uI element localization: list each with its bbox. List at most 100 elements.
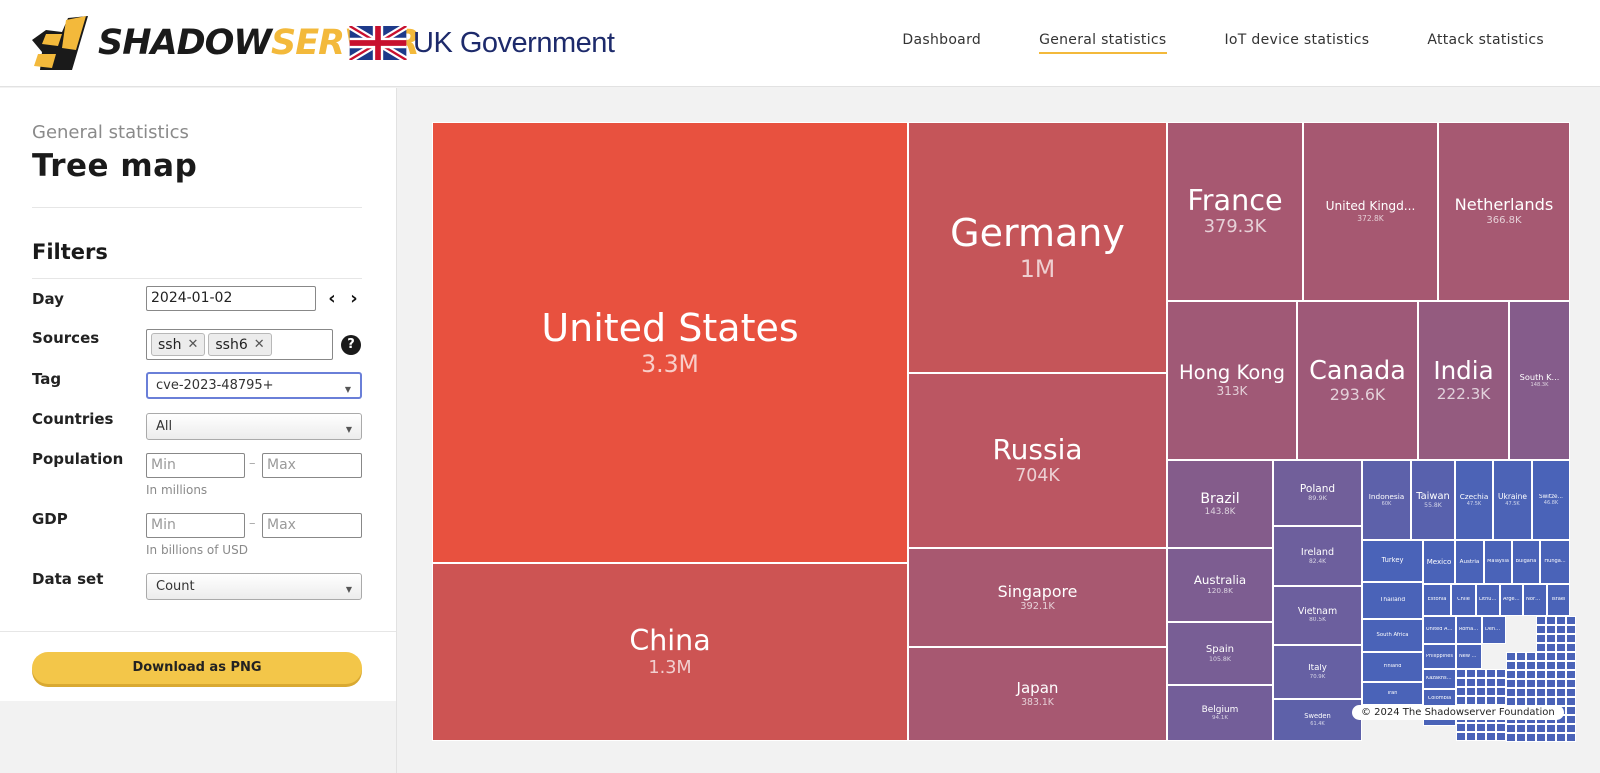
treemap-cell[interactable]: Czechia 47.5K <box>1455 460 1493 540</box>
treemap-cell[interactable]: United States 3.3M <box>432 122 908 563</box>
treemap-cell[interactable]: Russia 704K <box>908 373 1167 548</box>
treemap-cell[interactable]: Australia 120.8K <box>1167 548 1273 622</box>
treemap-cell[interactable]: Indonesia 60K <box>1362 460 1411 540</box>
treemap-small-cell[interactable] <box>1546 724 1556 733</box>
treemap-small-cell[interactable] <box>1486 732 1496 741</box>
treemap-small-cell[interactable] <box>1546 634 1556 643</box>
treemap-small-cell[interactable] <box>1556 724 1566 733</box>
treemap-small-cell[interactable] <box>1506 661 1516 670</box>
treemap-small-cell[interactable] <box>1546 625 1556 634</box>
treemap-small-cell[interactable] <box>1516 733 1526 742</box>
treemap-cell[interactable]: Singapore 392.1K <box>908 548 1167 647</box>
treemap-small-cell[interactable] <box>1536 670 1546 679</box>
treemap-small-cell[interactable] <box>1506 679 1516 688</box>
treemap-small-cell[interactable] <box>1536 652 1546 661</box>
treemap-small-cell[interactable] <box>1476 723 1486 732</box>
treemap-cell[interactable]: Estonia <box>1423 584 1451 616</box>
treemap-small-cell[interactable] <box>1466 732 1476 741</box>
treemap-small-cell[interactable] <box>1556 616 1566 625</box>
countries-select[interactable]: All ▼ <box>146 413 362 440</box>
dataset-select[interactable]: Count ▼ <box>146 573 362 600</box>
treemap-small-cell[interactable] <box>1566 661 1576 670</box>
treemap-small-cell[interactable] <box>1496 696 1506 705</box>
treemap-cell[interactable]: Poland 89.9K <box>1273 460 1362 526</box>
treemap-cell[interactable]: Brazil 143.8K <box>1167 460 1273 548</box>
treemap-small-cell[interactable] <box>1566 724 1576 733</box>
treemap-small-cell[interactable] <box>1536 643 1546 652</box>
treemap-cell[interactable]: Iran <box>1362 682 1423 705</box>
treemap-small-cell[interactable] <box>1566 670 1576 679</box>
treemap-small-cell[interactable] <box>1546 661 1556 670</box>
treemap-cell[interactable]: Chile <box>1451 584 1476 616</box>
treemap-small-cell[interactable] <box>1566 616 1576 625</box>
treemap-small-cell[interactable] <box>1536 616 1546 625</box>
treemap-cell[interactable]: Denmark <box>1482 616 1506 644</box>
treemap-cell[interactable]: United Kingd... 372.8K <box>1303 122 1438 301</box>
treemap-small-cell[interactable] <box>1466 723 1476 732</box>
treemap-small-cell[interactable] <box>1556 670 1566 679</box>
treemap-cell[interactable]: China 1.3M <box>432 563 908 741</box>
treemap-cell[interactable]: Bulgaria <box>1512 540 1540 584</box>
treemap-cell[interactable]: New Zealand <box>1456 644 1482 669</box>
treemap-small-cell[interactable] <box>1566 625 1576 634</box>
treemap-cell[interactable]: Philippines <box>1423 644 1456 669</box>
treemap-small-cell[interactable] <box>1556 652 1566 661</box>
treemap-small-cell[interactable] <box>1506 652 1516 661</box>
treemap-small-cell[interactable] <box>1486 678 1496 687</box>
help-icon[interactable]: ? <box>341 335 361 355</box>
treemap-small-cell[interactable] <box>1566 733 1576 742</box>
treemap-small-cell[interactable] <box>1556 733 1566 742</box>
treemap-small-cell[interactable] <box>1546 688 1556 697</box>
treemap-small-cell[interactable] <box>1476 696 1486 705</box>
treemap-small-cell[interactable] <box>1516 724 1526 733</box>
treemap-small-cell[interactable] <box>1456 669 1466 678</box>
treemap-small-cell[interactable] <box>1456 723 1466 732</box>
treemap-small-cell[interactable] <box>1546 670 1556 679</box>
nav-dashboard[interactable]: Dashboard <box>902 32 982 48</box>
treemap-cell[interactable]: Hong Kong 313K <box>1167 301 1297 460</box>
treemap-small-cell[interactable] <box>1546 616 1556 625</box>
treemap-small-cell[interactable] <box>1486 687 1496 696</box>
treemap-small-cell[interactable] <box>1526 724 1536 733</box>
nav-attack-statistics[interactable]: Attack statistics <box>1427 32 1544 48</box>
download-png-button[interactable]: Download as PNG <box>32 652 362 684</box>
treemap-small-cell[interactable] <box>1546 643 1556 652</box>
treemap-cell[interactable]: Turkey <box>1362 540 1423 582</box>
population-min-input[interactable]: Min <box>146 453 245 478</box>
treemap-small-cell[interactable] <box>1516 652 1526 661</box>
treemap-small-cell[interactable] <box>1516 679 1526 688</box>
treemap-small-cell[interactable] <box>1556 688 1566 697</box>
previous-day-icon[interactable]: ‹ <box>328 288 336 309</box>
treemap-small-cell[interactable] <box>1556 634 1566 643</box>
nav-general-statistics[interactable]: General statistics <box>1039 32 1167 54</box>
treemap-cell[interactable]: Spain 105.8K <box>1167 622 1273 685</box>
treemap-small-cell[interactable] <box>1516 688 1526 697</box>
treemap-small-cell[interactable] <box>1566 715 1576 724</box>
treemap-small-cell[interactable] <box>1526 670 1536 679</box>
treemap-cell[interactable]: Netherlands 366.8K <box>1438 122 1570 301</box>
treemap-small-cell[interactable] <box>1496 732 1506 741</box>
treemap-cell[interactable]: Finland <box>1362 652 1423 682</box>
treemap-small-cell[interactable] <box>1526 661 1536 670</box>
treemap-small-cell[interactable] <box>1536 625 1546 634</box>
treemap-small-cell[interactable] <box>1516 661 1526 670</box>
treemap-small-cell[interactable] <box>1566 634 1576 643</box>
treemap-small-cell[interactable] <box>1556 625 1566 634</box>
gdp-max-input[interactable]: Max <box>262 513 362 538</box>
treemap-cell[interactable]: Ireland 82.4K <box>1273 526 1362 586</box>
treemap-small-cell[interactable] <box>1466 687 1476 696</box>
remove-chip-icon[interactable]: ✕ <box>187 337 199 352</box>
treemap-small-cell[interactable] <box>1506 670 1516 679</box>
nav-iot-device-statistics[interactable]: IoT device statistics <box>1224 32 1370 48</box>
treemap-small-cell[interactable] <box>1566 706 1576 715</box>
treemap-small-cell[interactable] <box>1496 687 1506 696</box>
treemap-small-cell[interactable] <box>1456 732 1466 741</box>
treemap-small-cell[interactable] <box>1456 678 1466 687</box>
treemap-small-cell[interactable] <box>1566 697 1576 706</box>
day-input[interactable]: 2024-01-02 <box>146 286 316 311</box>
treemap-small-cell[interactable] <box>1566 688 1576 697</box>
treemap-cell[interactable]: Vietnam 80.5K <box>1273 586 1362 645</box>
treemap-small-cell[interactable] <box>1476 687 1486 696</box>
treemap-cell[interactable]: Germany 1M <box>908 122 1167 373</box>
treemap-cell[interactable]: South Africa <box>1362 619 1423 652</box>
